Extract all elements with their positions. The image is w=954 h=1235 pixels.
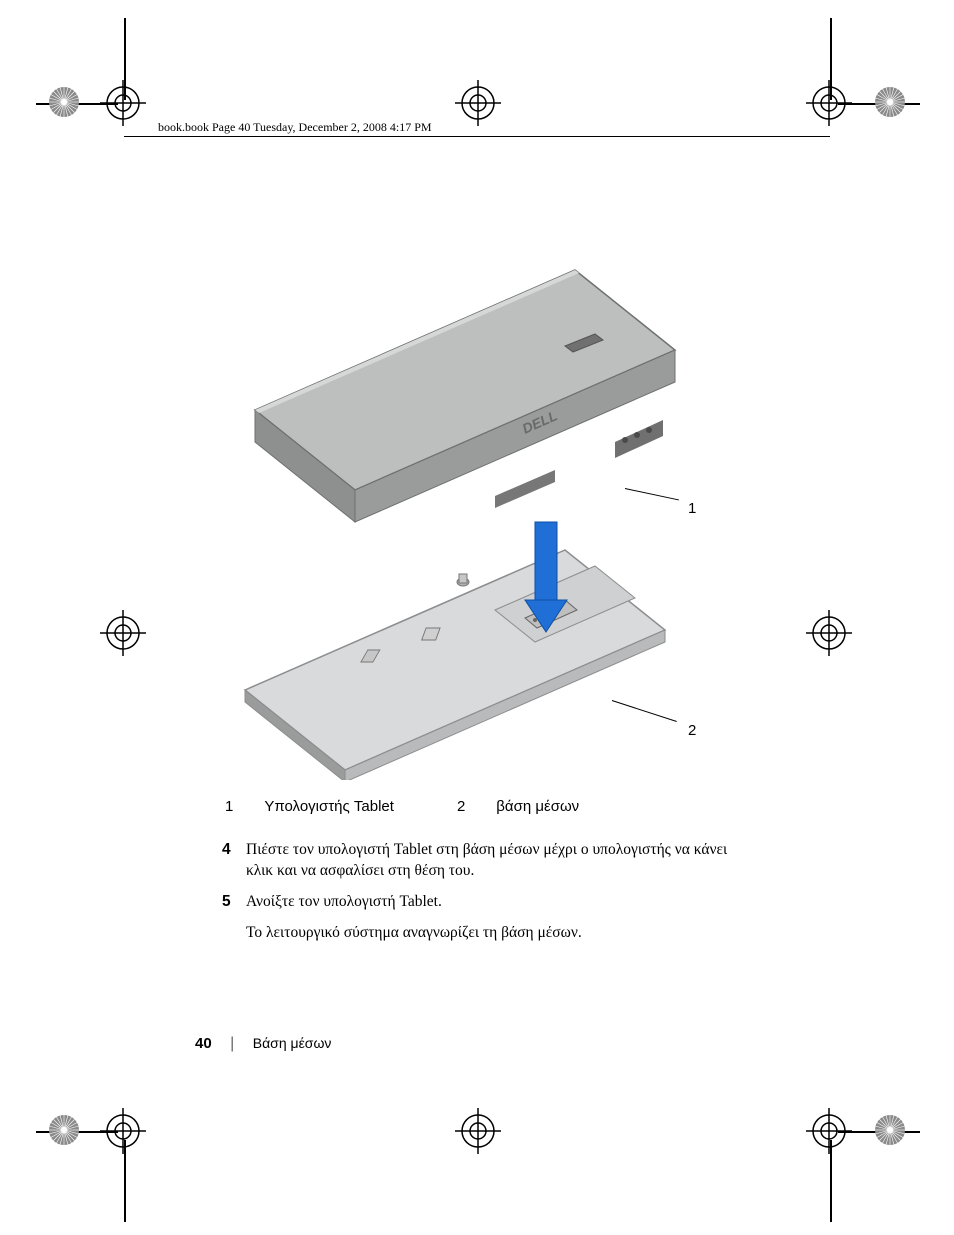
callout-number: 1 <box>688 500 696 517</box>
legend-number: 2 <box>456 797 493 816</box>
page-header-text: book.book Page 40 Tuesday, December 2, 2… <box>158 120 432 135</box>
footer-separator: | <box>230 1035 234 1052</box>
gear-mark-icon <box>872 1112 908 1148</box>
registration-mark-icon <box>100 610 146 656</box>
step-item: 4 Πιέστε τον υπολογιστή Tablet στη βάση … <box>222 840 752 882</box>
registration-mark-icon <box>806 610 852 656</box>
gear-mark-icon <box>46 1112 82 1148</box>
registration-mark-icon <box>100 80 146 126</box>
step-text: Ανοίξτε τον υπολογιστή Tablet. <box>246 892 752 913</box>
registration-mark-icon <box>806 1108 852 1154</box>
page-number: 40 <box>195 1035 212 1052</box>
step-number: 4 <box>222 840 246 882</box>
callout-number: 2 <box>688 722 696 739</box>
instruction-steps: 4 Πιέστε τον υπολογιστή Tablet στη βάση … <box>222 840 752 954</box>
docking-figure: DELL <box>195 260 715 780</box>
registration-mark-icon <box>455 1108 501 1154</box>
step-text: Το λειτουργικό σύστημα αναγνωρίζει τη βά… <box>246 923 752 944</box>
registration-mark-icon <box>806 80 852 126</box>
gear-mark-icon <box>872 84 908 120</box>
crop-line <box>124 136 830 137</box>
legend-label: Υπολογιστής Tablet <box>263 797 454 816</box>
step-item: 5 Ανοίξτε τον υπολογιστή Tablet. <box>222 892 752 913</box>
step-item: Το λειτουργικό σύστημα αναγνωρίζει τη βά… <box>222 923 752 944</box>
step-number: 5 <box>222 892 246 913</box>
registration-mark-icon <box>455 80 501 126</box>
registration-mark-icon <box>100 1108 146 1154</box>
legend-number: 1 <box>224 797 261 816</box>
figure-legend: 1 Υπολογιστής Tablet 2 βάση μέσων <box>222 795 609 818</box>
footer-section: Βάση μέσων <box>253 1035 332 1051</box>
legend-label: βάση μέσων <box>495 797 607 816</box>
step-number <box>222 923 246 944</box>
step-text: Πιέστε τον υπολογιστή Tablet στη βάση μέ… <box>246 840 752 882</box>
page-footer: 40 | Βάση μέσων <box>195 1035 331 1053</box>
gear-mark-icon <box>46 84 82 120</box>
